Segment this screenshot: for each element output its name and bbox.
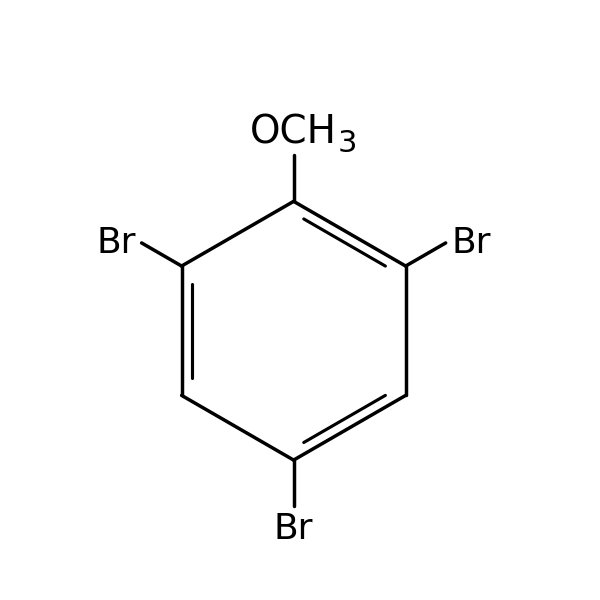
Text: 3: 3	[338, 129, 357, 158]
Text: Br: Br	[274, 512, 313, 546]
Text: Br: Br	[451, 226, 491, 260]
Text: OCH: OCH	[250, 113, 337, 151]
Text: Br: Br	[97, 226, 136, 260]
